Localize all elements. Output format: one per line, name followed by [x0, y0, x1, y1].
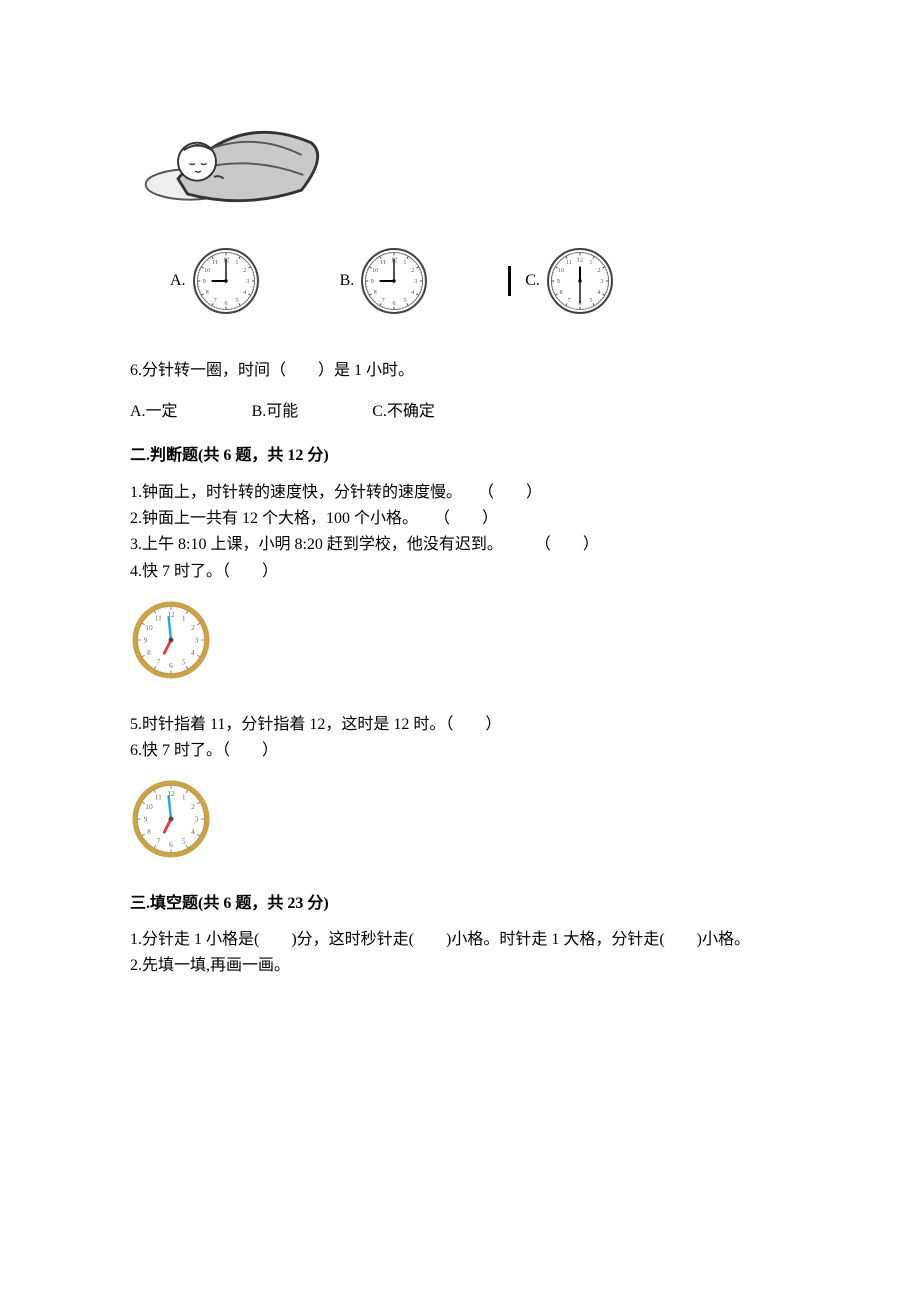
worksheet-page: A. 123456789101112 B. 123456789101112 C.… — [0, 0, 920, 1302]
fill-item: 1.分针走 1 小格是( )分，这时秒针走( )小格。时针走 1 大格，分针走(… — [130, 929, 790, 951]
svg-text:4: 4 — [243, 290, 246, 296]
sleeping-illustration — [140, 100, 790, 217]
vertical-bar-icon — [508, 266, 511, 296]
svg-text:3: 3 — [414, 279, 417, 285]
svg-text:5: 5 — [182, 837, 186, 846]
svg-text:11: 11 — [155, 614, 162, 623]
svg-text:3: 3 — [195, 636, 199, 645]
svg-text:7: 7 — [213, 298, 216, 304]
svg-text:1: 1 — [235, 261, 238, 267]
svg-text:5: 5 — [589, 298, 592, 304]
color-clock-2: 123456789101112 — [130, 778, 790, 867]
svg-text:7: 7 — [382, 298, 385, 304]
svg-text:3: 3 — [600, 279, 603, 285]
option-a: A.一定 — [130, 401, 178, 423]
option-c: C.不确定 — [372, 401, 435, 423]
svg-text:6: 6 — [169, 661, 173, 670]
section-2-header: 二.判断题(共 6 题，共 12 分) — [130, 445, 790, 467]
judge-item: 4.快 7 时了。（ ） — [130, 561, 790, 583]
svg-text:9: 9 — [202, 279, 205, 285]
option-b: B.可能 — [252, 401, 299, 423]
judge-list-b: 5.时针指着 11，分针指着 12，这时是 12 时。（ ） 6.快 7 时了。… — [130, 714, 790, 763]
svg-text:7: 7 — [156, 658, 160, 667]
svg-text:11: 11 — [566, 261, 572, 267]
svg-text:5: 5 — [235, 298, 238, 304]
judge-item: 1.钟面上，时针转的速度快，分针转的速度慢。 （ ） — [130, 482, 790, 504]
svg-text:9: 9 — [144, 636, 148, 645]
judge-item: 5.时针指着 11，分针指着 12，这时是 12 时。（ ） — [130, 714, 790, 736]
clock-b: 123456789101112 — [360, 247, 428, 315]
clock-a: 123456789101112 — [192, 247, 260, 315]
svg-text:2: 2 — [597, 269, 600, 275]
svg-text:4: 4 — [191, 827, 195, 836]
svg-text:2: 2 — [191, 802, 195, 811]
svg-text:6: 6 — [393, 301, 396, 307]
svg-text:7: 7 — [156, 837, 160, 846]
question-6-options: A.一定 B.可能 C.不确定 — [130, 401, 790, 423]
svg-text:9: 9 — [557, 279, 560, 285]
svg-text:12: 12 — [577, 258, 583, 264]
svg-text:8: 8 — [147, 827, 151, 836]
svg-text:1: 1 — [404, 261, 407, 267]
color-clock-svg: 123456789101112 — [130, 599, 212, 681]
clock-c: 123456789101112 — [546, 247, 614, 315]
svg-text:2: 2 — [191, 623, 195, 632]
judge-item: 3.上午 8:10 上课，小明 8:20 赶到学校，他没有迟到。 （ ） — [130, 534, 790, 556]
svg-text:11: 11 — [212, 261, 218, 267]
question-6: 6.分针转一圈，时间（ ）是 1 小时。 — [130, 360, 790, 382]
svg-text:3: 3 — [195, 815, 199, 824]
svg-text:5: 5 — [404, 298, 407, 304]
svg-text:6: 6 — [224, 301, 227, 307]
svg-text:4: 4 — [412, 290, 415, 296]
judge-item: 2.钟面上一共有 12 个大格，100 个小格。 （ ） — [130, 508, 790, 530]
svg-text:4: 4 — [191, 648, 195, 657]
svg-text:10: 10 — [558, 269, 564, 275]
clock-option-a: A. 123456789101112 — [170, 247, 260, 315]
sleeping-svg — [140, 100, 330, 210]
svg-text:9: 9 — [371, 279, 374, 285]
svg-text:1: 1 — [589, 261, 592, 267]
svg-text:10: 10 — [145, 623, 153, 632]
svg-text:10: 10 — [204, 269, 210, 275]
svg-text:2: 2 — [412, 269, 415, 275]
svg-text:8: 8 — [205, 290, 208, 296]
svg-text:5: 5 — [182, 658, 186, 667]
svg-text:6: 6 — [169, 840, 173, 849]
svg-text:8: 8 — [374, 290, 377, 296]
svg-text:2: 2 — [243, 269, 246, 275]
question-text: 6.分针转一圈，时间（ ）是 1 小时。 — [130, 362, 414, 379]
option-letter: C. — [525, 270, 540, 292]
svg-text:8: 8 — [147, 648, 151, 657]
clock-option-row: A. 123456789101112 B. 123456789101112 C.… — [170, 247, 790, 315]
svg-text:1: 1 — [182, 793, 186, 802]
svg-text:7: 7 — [567, 298, 570, 304]
svg-text:1: 1 — [182, 614, 186, 623]
fill-list: 1.分针走 1 小格是( )分，这时秒针走( )小格。时针走 1 大格，分针走(… — [130, 929, 790, 978]
svg-text:10: 10 — [372, 269, 378, 275]
svg-text:4: 4 — [597, 290, 600, 296]
svg-text:11: 11 — [155, 793, 162, 802]
svg-text:9: 9 — [144, 815, 148, 824]
judge-list-a: 1.钟面上，时针转的速度快，分针转的速度慢。 （ ） 2.钟面上一共有 12 个… — [130, 482, 790, 584]
option-letter: A. — [170, 270, 186, 292]
section-3-header: 三.填空题(共 6 题，共 23 分) — [130, 893, 790, 915]
color-clock-1: 123456789101112 — [130, 599, 790, 688]
clock-option-c: C. 123456789101112 — [508, 247, 614, 315]
svg-text:10: 10 — [145, 802, 153, 811]
svg-text:11: 11 — [380, 261, 386, 267]
judge-item: 6.快 7 时了。（ ） — [130, 740, 790, 762]
fill-item: 2.先填一填,再画一画。 — [130, 955, 790, 977]
clock-option-b: B. 123456789101112 — [340, 247, 429, 315]
color-clock-svg: 123456789101112 — [130, 778, 212, 860]
option-letter: B. — [340, 270, 355, 292]
svg-text:8: 8 — [560, 290, 563, 296]
svg-text:3: 3 — [246, 279, 249, 285]
